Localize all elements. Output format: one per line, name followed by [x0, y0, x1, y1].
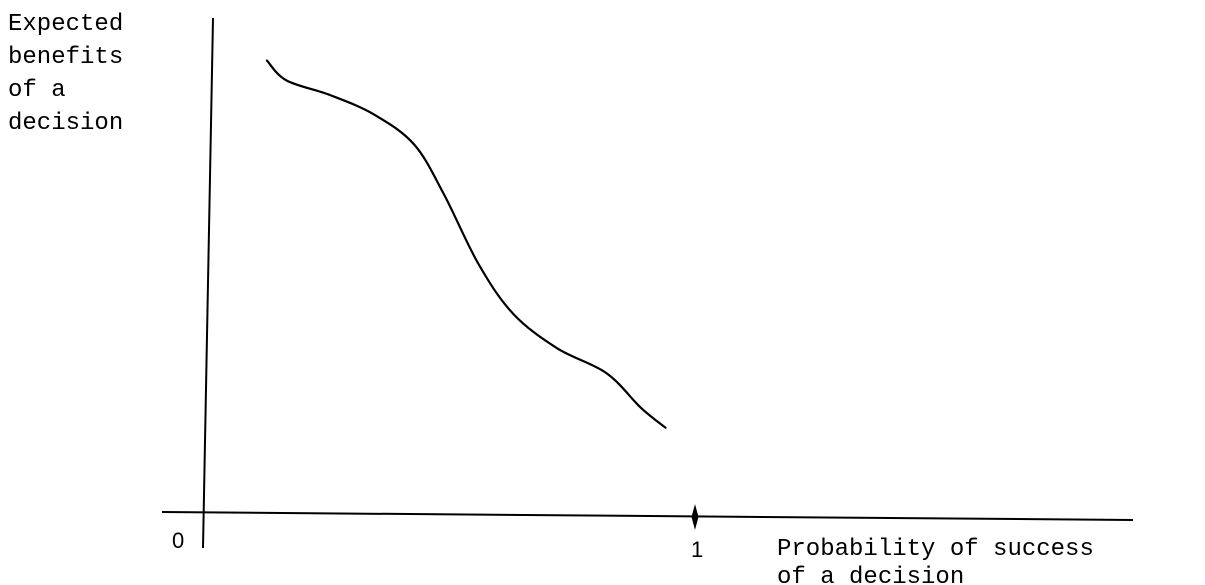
y-axis-label-line: of a [8, 77, 66, 104]
y-axis-label: Expected benefits of a decision [8, 11, 138, 137]
y-axis-label-line: Expected [8, 11, 123, 38]
y-axis-label-line: decision [8, 110, 123, 137]
x-axis-line [161, 511, 1134, 521]
x-axis-label-line: Probability of success [777, 536, 1094, 563]
series-layer [265, 59, 667, 429]
y-axis-label-line: benefits [8, 44, 123, 71]
y-axis-line [202, 17, 214, 549]
x-axis-label: Probability of success of a decision [777, 536, 1108, 585]
x-tick-mark-1 [691, 504, 699, 530]
series-line [265, 59, 667, 429]
x-tick-label-1: 1 [691, 537, 703, 562]
x-axis-label-line: of a decision [777, 564, 964, 585]
x-tick-label-0: 0 [172, 528, 184, 553]
